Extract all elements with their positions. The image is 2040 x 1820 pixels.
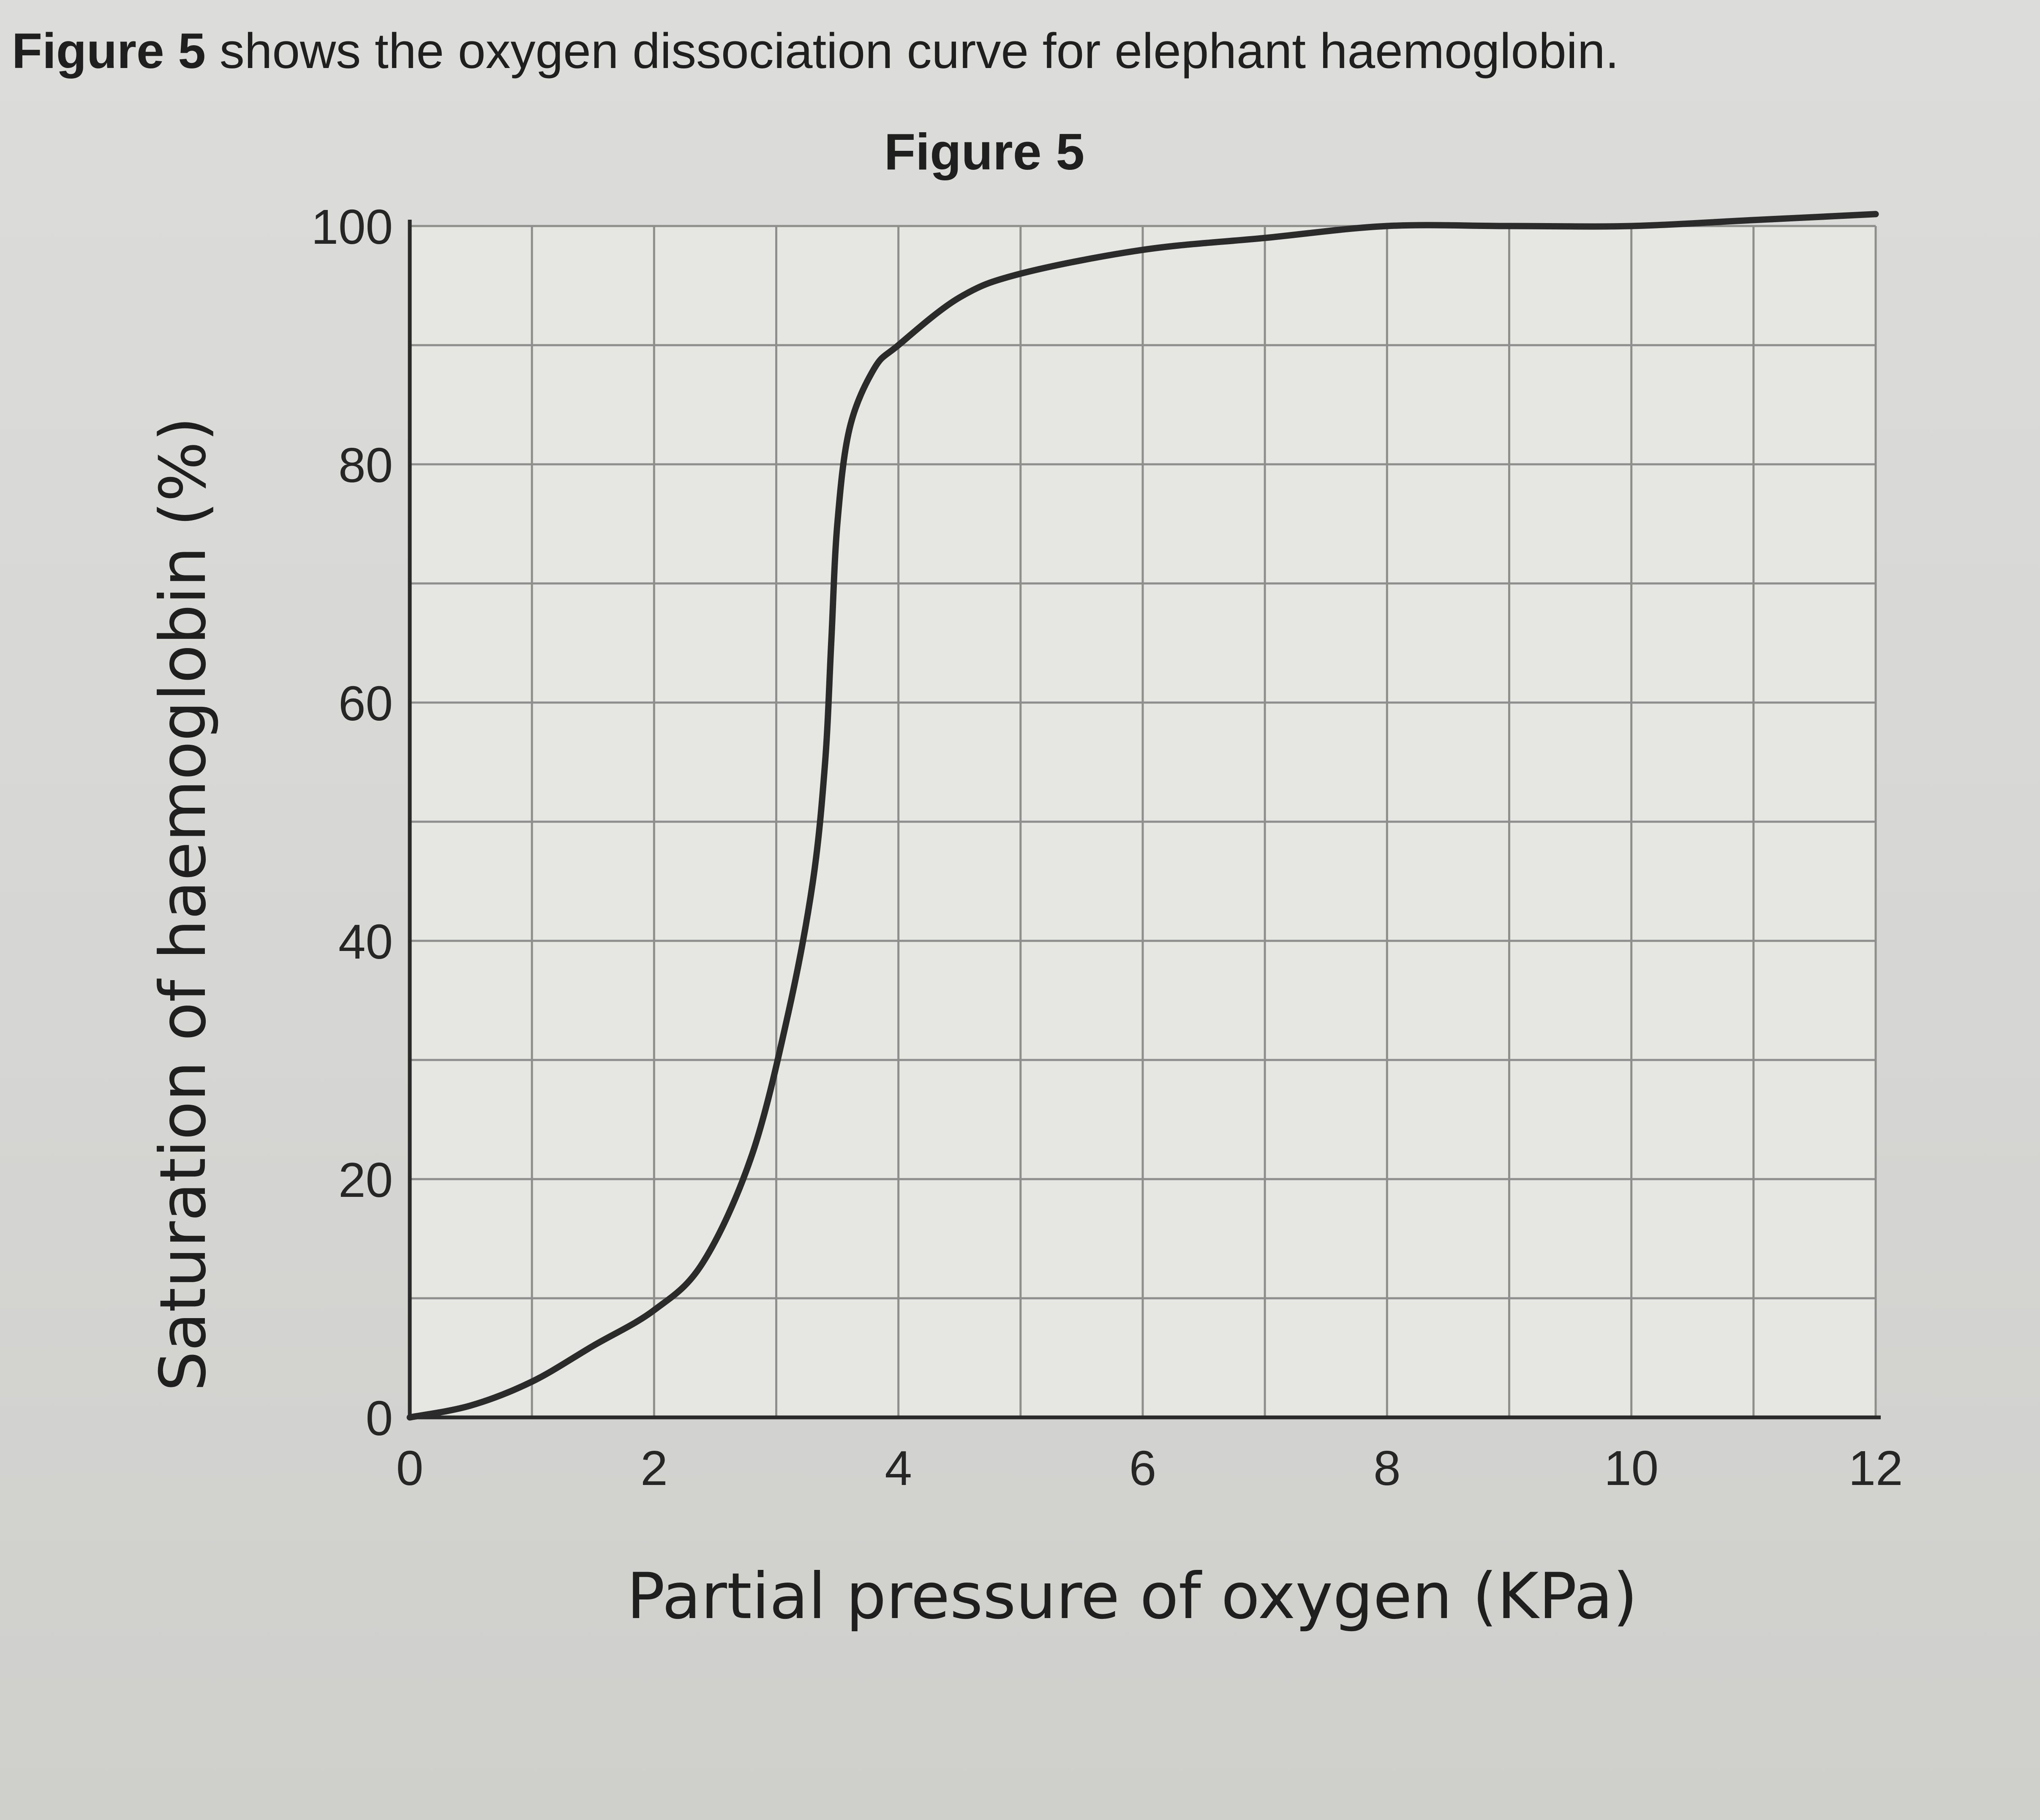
x-tick-label: 2 [640, 1441, 668, 1496]
grid [410, 225, 1877, 1417]
y-tick-label: 0 [365, 1391, 393, 1446]
figure-reference: Figure 5 [12, 23, 206, 79]
question-text: shows the oxygen dissociation curve for … [205, 23, 1619, 79]
y-tick-label: 100 [311, 199, 393, 254]
y-tick-label: 40 [338, 914, 393, 969]
y-tick-label: 20 [338, 1152, 393, 1207]
x-tick-label: 12 [1848, 1441, 1903, 1496]
y-tick-label: 60 [338, 676, 393, 731]
x-tick-label: 10 [1604, 1441, 1659, 1496]
y-tick-label: 80 [338, 438, 393, 493]
series-layer [406, 211, 1879, 1421]
question-intro: Figure 5 shows the oxygen dissociation c… [12, 26, 1619, 76]
y-axis-label: Saturation of haemoglobin (%) [147, 417, 220, 1392]
x-tick-label: 6 [1129, 1441, 1157, 1496]
figure-title: Figure 5 [884, 123, 1085, 180]
x-tick-label: 4 [885, 1441, 912, 1496]
x-tick-label: 8 [1373, 1441, 1401, 1496]
x-axis-label: Partial pressure of oxygen (KPa) [627, 1560, 1638, 1633]
axes [408, 220, 1881, 1419]
dissociation-curve [406, 211, 1879, 1421]
x-tick-label: 0 [396, 1441, 424, 1496]
tick-labels: 0 2 4 6 8 10 12 0 20 40 60 80 100 [311, 199, 1903, 1496]
